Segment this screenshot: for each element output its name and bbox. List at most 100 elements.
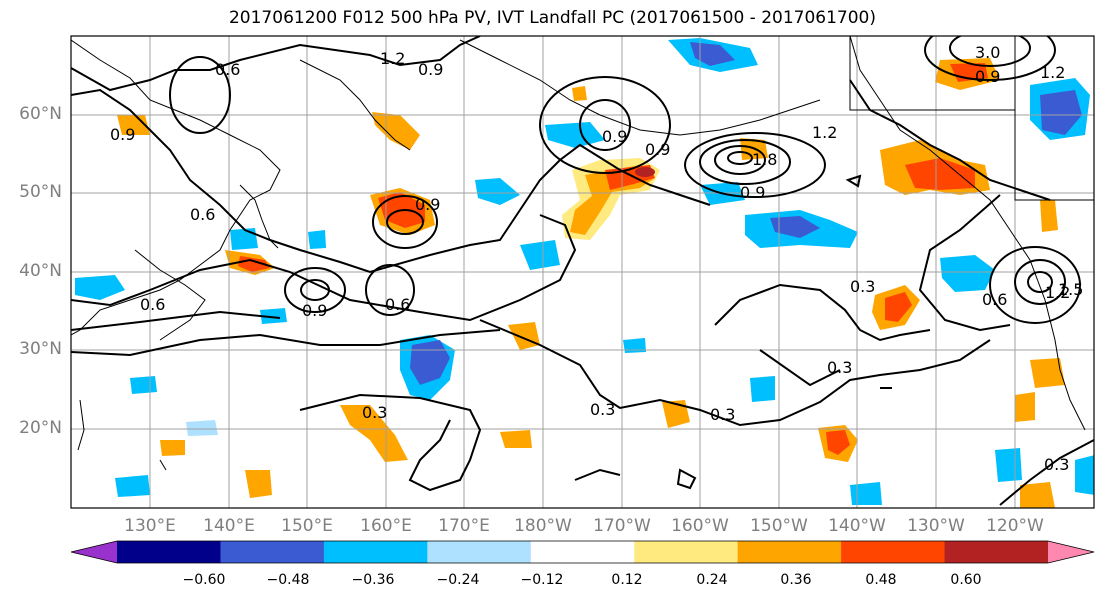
colorbar-segment xyxy=(944,541,1049,563)
colorbar-segment xyxy=(427,541,532,563)
pos-anomaly-blob xyxy=(508,322,540,350)
lon-label: 170°E xyxy=(438,516,490,536)
lon-label: 140°E xyxy=(203,516,255,536)
contour-label: 0.6 xyxy=(215,60,240,79)
contour-label: 0.9 xyxy=(302,301,327,320)
pos-anomaly-blob xyxy=(572,86,587,101)
contour-label: 0.9 xyxy=(415,195,440,214)
colorbar-tick-label: −0.60 xyxy=(182,572,226,588)
colorbar-tick-label: 0.24 xyxy=(696,572,728,588)
contour-label: 0.3 xyxy=(710,405,735,424)
neg-anomaly-blob xyxy=(308,230,326,249)
pos-anomaly-blob xyxy=(635,167,655,177)
colorbar-extend-low xyxy=(71,541,117,563)
pv-contours xyxy=(71,36,1094,506)
neg-anomaly-blob xyxy=(1040,90,1082,135)
pos-anomaly-blob xyxy=(1030,358,1065,388)
shading-layer xyxy=(75,38,1094,508)
contour-label: 0.3 xyxy=(590,400,615,419)
lon-label: 170°W xyxy=(593,516,651,536)
contour-label: 0.3 xyxy=(850,277,875,296)
colorbar-outline xyxy=(70,540,1095,564)
contour-label: 1.2 xyxy=(1045,283,1070,302)
pos-anomaly-blob xyxy=(905,158,975,190)
colorbar-tick-label: 0.60 xyxy=(950,572,982,588)
pos-anomaly-blob xyxy=(117,115,150,135)
contour-label: 0.3 xyxy=(362,403,387,422)
neg-anomaly-blob xyxy=(115,475,150,497)
pos-anomaly-blob xyxy=(1015,392,1035,422)
pos-anomaly-blob xyxy=(340,405,408,462)
contour-labels: 1.2 0.9 0.6 0.6 0.9 0.9 0.6 0.6 0.9 0.9 … xyxy=(110,43,1083,474)
colorbar-segment xyxy=(117,541,221,563)
contour-label: 1.8 xyxy=(752,150,777,169)
neg-anomaly-blob xyxy=(690,42,735,66)
pos-anomaly-blob xyxy=(826,430,850,455)
lon-label: 180°W xyxy=(514,516,572,536)
contour-label: 0.9 xyxy=(645,140,670,159)
pos-anomaly-blob xyxy=(1020,482,1055,508)
lat-label: 50°N xyxy=(19,182,62,202)
contour-label: 3.0 xyxy=(975,43,1000,62)
colorbar-tick-label: −0.12 xyxy=(520,572,564,588)
colorbar-segment xyxy=(841,541,946,563)
neg-anomaly-blob xyxy=(750,376,775,402)
colorbar-tick-label: −0.24 xyxy=(436,572,480,588)
contour-label: 0.6 xyxy=(982,290,1007,309)
pos-anomaly-blob xyxy=(245,470,272,498)
colorbar-tick-label: 0.12 xyxy=(611,572,643,588)
lon-label: 120°W xyxy=(986,516,1044,536)
contour-label: 0.3 xyxy=(1044,455,1069,474)
colorbar-segment xyxy=(530,541,635,563)
colorbar-segments xyxy=(71,541,1094,563)
neg-anomaly-blob xyxy=(260,308,287,324)
contour-label: 1.2 xyxy=(380,49,405,68)
lon-label: 160°E xyxy=(360,516,412,536)
contour-label: 0.9 xyxy=(418,60,443,79)
neg-anomaly-blob xyxy=(75,275,125,300)
colorbar-tick-label: 0.36 xyxy=(780,572,812,588)
colorbar-tick-label: −0.36 xyxy=(351,572,395,588)
pos-anomaly-blob xyxy=(1040,200,1058,232)
neg-anomaly-blob xyxy=(1075,455,1094,495)
contour-label: 0.3 xyxy=(827,358,852,377)
neg-anomaly-blob xyxy=(520,240,560,270)
neg-anomaly-blob xyxy=(623,338,646,353)
lat-label: 40°N xyxy=(19,261,62,281)
pos-anomaly-blob xyxy=(160,440,185,456)
contour-label: 0.6 xyxy=(190,205,215,224)
map-frame xyxy=(70,35,1095,509)
lon-label: 130°W xyxy=(907,516,965,536)
contour-label: 0.6 xyxy=(385,295,410,314)
colorbar-segment xyxy=(737,541,842,563)
colorbar-extend-high xyxy=(1048,541,1094,563)
lon-label: 130°E xyxy=(124,516,176,536)
colorbar-segment xyxy=(323,541,428,563)
neg-anomaly-blob xyxy=(850,482,882,505)
lon-label: 140°W xyxy=(828,516,886,536)
lat-label: 60°N xyxy=(19,104,62,124)
contour-label: 1.5 xyxy=(1058,280,1083,299)
neg-anomaly-blob xyxy=(940,255,995,292)
contour-label: 0.9 xyxy=(740,183,765,202)
neg-anomaly-blob xyxy=(770,216,820,238)
contour-label: 0.9 xyxy=(110,125,135,144)
lon-label: 160°W xyxy=(671,516,729,536)
colorbar-tick-label: −0.48 xyxy=(266,572,310,588)
colorbar-segment xyxy=(220,541,325,563)
pos-anomaly-blob xyxy=(885,292,912,322)
pos-anomaly-blob xyxy=(662,400,690,428)
contour-label: 0.6 xyxy=(140,295,165,314)
colorbar-tick-label: 0.48 xyxy=(865,572,897,588)
neg-anomaly-blob xyxy=(475,178,520,205)
contour-label: 0.9 xyxy=(975,67,1000,86)
coastlines xyxy=(71,36,1094,471)
lon-label: 150°E xyxy=(281,516,333,536)
lat-label: 20°N xyxy=(19,418,62,438)
pos-anomaly-blob xyxy=(500,430,532,448)
contour-label: 1.2 xyxy=(1040,63,1065,82)
lon-label: 150°W xyxy=(750,516,808,536)
contour-label: 1.2 xyxy=(812,123,837,142)
